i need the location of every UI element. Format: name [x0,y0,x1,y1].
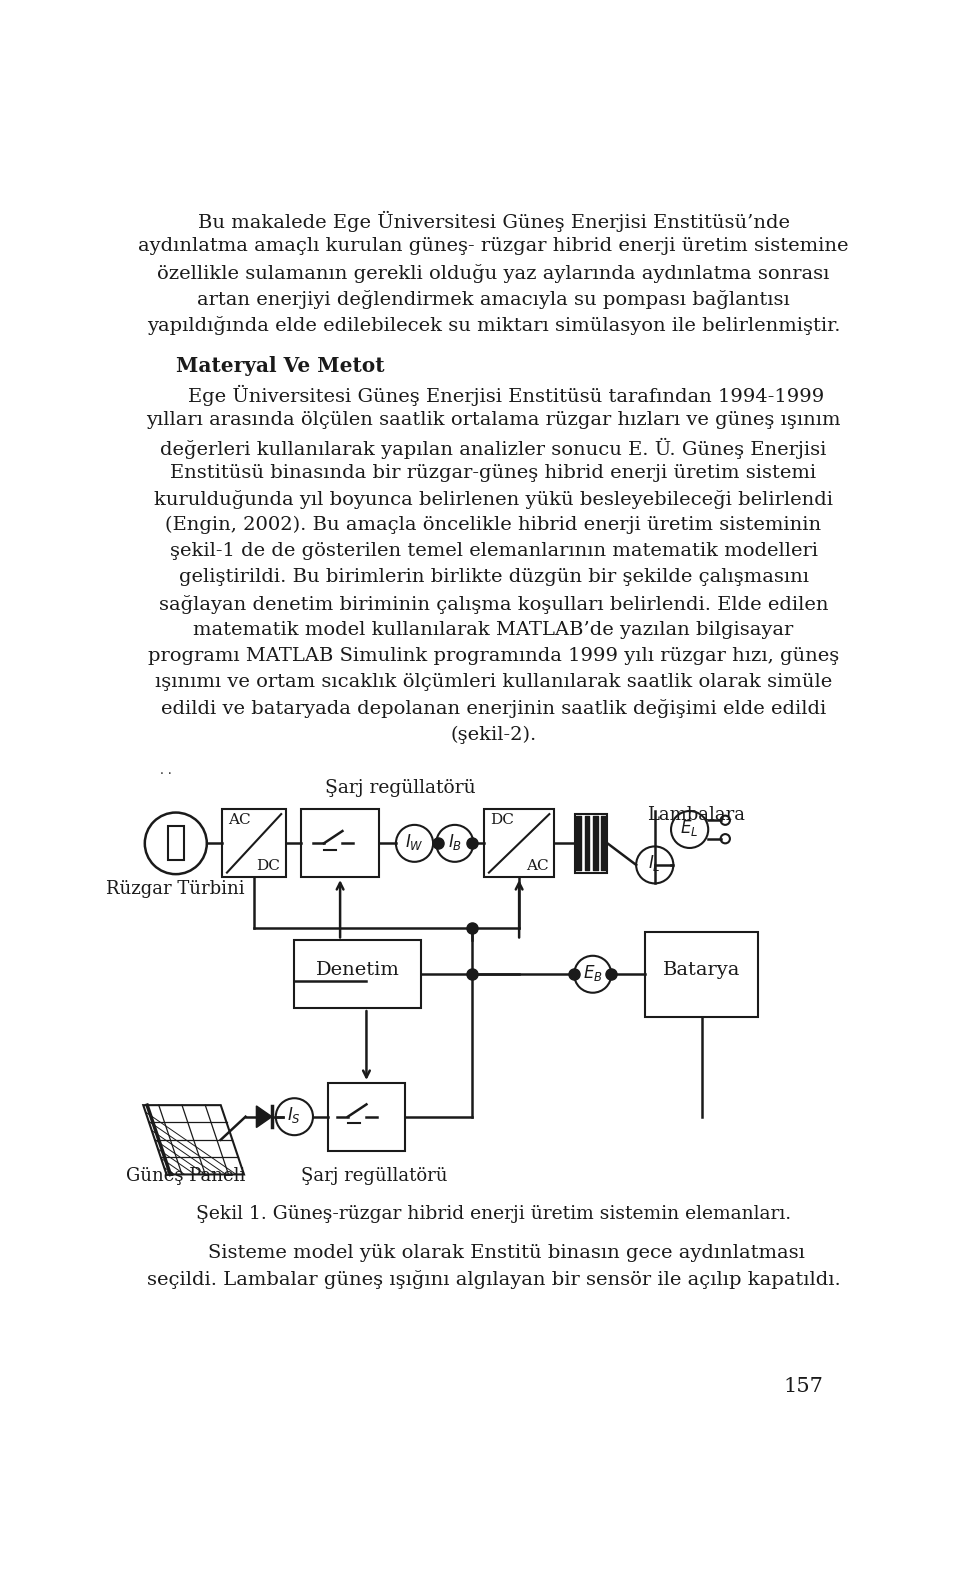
Text: kurulduğunda yıl boyunca belirlenen yükü besleyebileceği belirlendi: kurulduğunda yıl boyunca belirlenen yükü… [154,491,833,508]
Text: edildi ve bataryada depolanan enerjinin saatlik değişimi elde edildi: edildi ve bataryada depolanan enerjinin … [161,699,827,718]
Text: Şarj regüllatörü: Şarj regüllatörü [300,1166,447,1185]
Text: Bu makalede Ege Üniversitesi Güneş Enerjisi Enstitüsü’nde: Bu makalede Ege Üniversitesi Güneş Enerj… [198,212,789,233]
Circle shape [276,1098,313,1136]
Circle shape [574,956,612,992]
Text: $I_W$: $I_W$ [405,832,424,852]
Text: matematik model kullanılarak MATLAB’de yazılan bilgisayar: matematik model kullanılarak MATLAB’de y… [193,621,794,639]
Text: . .: . . [160,765,172,777]
Text: AC: AC [228,814,251,827]
Text: $I_L$: $I_L$ [648,854,661,873]
Text: Batarya: Batarya [663,961,740,978]
Text: (Engin, 2002). Bu amaçla öncelikle hibrid enerji üretim sisteminin: (Engin, 2002). Bu amaçla öncelikle hibri… [165,516,822,534]
Text: ışınımı ve ortam sıcaklık ölçümleri kullanılarak saatlik olarak simüle: ışınımı ve ortam sıcaklık ölçümleri kull… [155,674,832,691]
FancyBboxPatch shape [484,809,554,878]
Text: $E_L$: $E_L$ [681,817,699,838]
FancyBboxPatch shape [301,809,379,878]
Text: DC: DC [490,814,514,827]
Text: değerleri kullanılarak yapılan analizler sonucu E. Ü. Güneş Enerjisi: değerleri kullanılarak yapılan analizler… [160,438,827,459]
Text: özellikle sulamanın gerekli olduğu yaz aylarında aydınlatma sonrası: özellikle sulamanın gerekli olduğu yaz a… [157,263,829,282]
Circle shape [721,816,730,825]
Text: yılları arasında ölçülen saatlik ortalama rüzgar hızları ve güneş ışınım: yılları arasında ölçülen saatlik ortalam… [146,411,841,430]
Text: Şekil 1. Güneş-rüzgar hibrid enerji üretim sistemin elemanları.: Şekil 1. Güneş-rüzgar hibrid enerji üret… [196,1206,791,1223]
Text: DC: DC [256,859,280,873]
Text: programı MATLAB Simulink programında 1999 yılı rüzgar hızı, güneş: programı MATLAB Simulink programında 199… [148,647,839,664]
Text: Sisteme model yük olarak Enstitü binasın gece aydınlatması: Sisteme model yük olarak Enstitü binasın… [182,1244,804,1262]
FancyBboxPatch shape [223,809,286,878]
Text: Rüzgar Türbini: Rüzgar Türbini [107,881,245,898]
Circle shape [436,825,473,862]
Polygon shape [256,1106,272,1128]
Text: Lambalara: Lambalara [647,806,745,824]
Text: Materyal Ve Metot: Materyal Ve Metot [176,355,384,376]
Text: $I_B$: $I_B$ [447,832,462,852]
Text: şekil-1 de de gösterilen temel elemanlarının matematik modelleri: şekil-1 de de gösterilen temel elemanlar… [170,542,818,561]
Text: seçildi. Lambalar güneş ışığını algılayan bir sensör ile açılıp kapatıldı.: seçildi. Lambalar güneş ışığını algılaya… [147,1270,840,1289]
Circle shape [721,835,730,843]
Text: yapıldığında elde edilebilecek su miktarı simülasyon ile belirlenmiştir.: yapıldığında elde edilebilecek su miktar… [147,315,840,335]
Text: Enstitüsü binasında bir rüzgar-güneş hibrid enerji üretim sistemi: Enstitüsü binasında bir rüzgar-güneş hib… [171,464,817,481]
Text: geliştirildi. Bu birimlerin birlikte düzgün bir şekilde çalışmasını: geliştirildi. Bu birimlerin birlikte düz… [179,569,808,586]
Circle shape [636,846,673,884]
Text: $I_S$: $I_S$ [287,1106,301,1125]
Text: Güneş Paneli: Güneş Paneli [126,1166,246,1185]
Text: Şarj regüllatörü: Şarj regüllatörü [325,779,476,798]
Circle shape [396,825,433,862]
Text: (şekil-2).: (şekil-2). [450,725,537,744]
Text: aydınlatma amaçlı kurulan güneş- rüzgar hibrid enerji üretim sistemine: aydınlatma amaçlı kurulan güneş- rüzgar … [138,237,849,255]
Text: 157: 157 [783,1378,823,1395]
FancyBboxPatch shape [294,940,421,1008]
Text: Denetim: Denetim [316,961,399,978]
FancyBboxPatch shape [327,1083,405,1150]
Text: $E_B$: $E_B$ [583,962,603,983]
FancyBboxPatch shape [645,932,757,1016]
Text: artan enerjiyi değlendirmek amacıyla su pompası bağlantısı: artan enerjiyi değlendirmek amacıyla su … [197,290,790,309]
FancyBboxPatch shape [575,814,608,873]
Text: Ege Üniversitesi Güneş Enerjisi Enstitüsü tarafından 1994-1999: Ege Üniversitesi Güneş Enerjisi Enstitüs… [163,386,825,406]
Text: sağlayan denetim biriminin çalışma koşulları belirlendi. Elde edilen: sağlayan denetim biriminin çalışma koşul… [158,594,828,613]
Text: AC: AC [526,859,548,873]
Circle shape [671,811,708,847]
